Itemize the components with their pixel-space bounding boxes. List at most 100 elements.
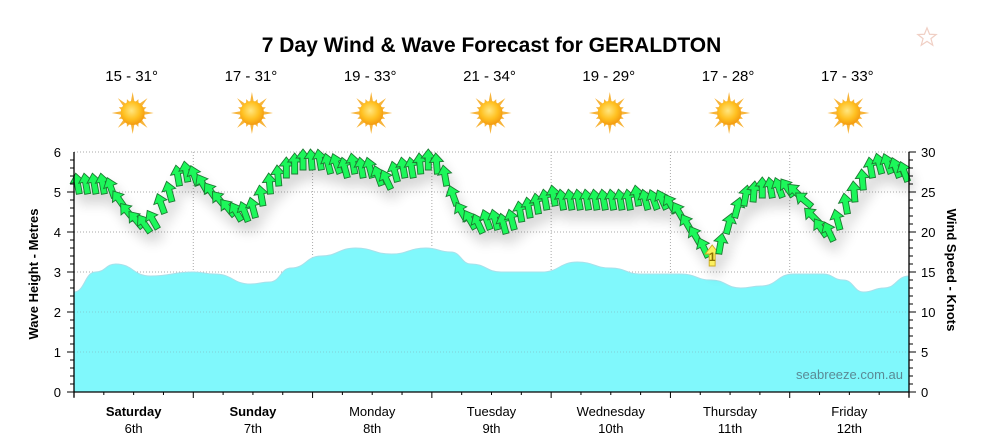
x-axis-day-date: 11th (718, 421, 742, 436)
y2-axis-tick-label: 15 (921, 265, 935, 280)
credit-text: seabreeze.com.au (796, 367, 903, 382)
wind-arrow-shape (244, 196, 261, 219)
wind-arrow-shape (161, 180, 177, 203)
x-axis-day-date: 8th (363, 421, 381, 436)
sun-ray (607, 123, 612, 134)
sun-ray (230, 111, 242, 115)
y-axis-tick-label: 1 (54, 345, 61, 360)
wind-arrow-shape (712, 232, 729, 255)
star-outline-icon[interactable] (916, 26, 938, 53)
x-axis-day-name: Saturday (106, 404, 162, 419)
y2-axis-title: Wind Speed - Knots (944, 209, 959, 332)
sun-ray (501, 111, 512, 115)
sun-ray (859, 111, 870, 115)
wind-arrow-label: 1 (709, 250, 716, 264)
x-axis-day-date: 7th (244, 421, 262, 436)
y2-axis-tick-label: 25 (921, 185, 935, 200)
sun-ray (727, 123, 731, 134)
wind-arrow-shape (378, 169, 395, 191)
sun-ray (739, 111, 751, 115)
day-temperature-range: 19 - 33° (343, 68, 397, 85)
sun-ray (350, 111, 361, 115)
sun-icon (827, 92, 870, 134)
sun-ray (111, 111, 122, 115)
sun-icon (708, 92, 751, 134)
y-axis-tick-label: 5 (54, 185, 61, 200)
x-axis-day-name: Tuesday (467, 404, 517, 419)
wave-height-area (73, 247, 910, 393)
wind-arrow (721, 212, 737, 235)
sun-disc (120, 101, 145, 125)
x-axis-day-name: Wednesday (577, 404, 646, 419)
x-axis-day-name: Monday (349, 404, 396, 419)
y2-axis-tick-label: 0 (921, 385, 928, 400)
sun-ray (262, 111, 273, 115)
y2-axis-tick-label: 20 (921, 225, 935, 240)
sun-disc (836, 101, 861, 125)
sun-ray (588, 111, 599, 115)
wind-arrow (795, 192, 815, 210)
wind-arrow-shape (829, 208, 845, 231)
sun-ray (250, 123, 254, 134)
wind-arrow-shape (503, 208, 520, 231)
y-axis-tick-label: 2 (54, 305, 61, 320)
x-axis-day-date: 10th (598, 421, 623, 436)
wind-arrow (829, 208, 845, 231)
y-axis-tick-label: 0 (54, 385, 61, 400)
sun-ray (488, 92, 493, 103)
wind-arrow (503, 208, 520, 231)
sun-disc (239, 101, 264, 125)
sun-disc (478, 101, 503, 125)
sun-disc (717, 101, 742, 125)
wind-arrow (153, 192, 168, 215)
wind-arrow (244, 196, 261, 219)
wind-arrow (854, 168, 871, 191)
wind-arrow (821, 221, 837, 243)
x-axis-day-name: Friday (831, 404, 868, 419)
sun-ray (130, 123, 135, 134)
sun-icon (230, 92, 273, 134)
sun-ray (846, 123, 851, 134)
day-temperature-range: 19 - 29° (582, 68, 636, 85)
x-axis-day-date: 9th (482, 421, 500, 436)
y2-axis-tick-label: 30 (921, 145, 935, 160)
x-axis-day-date: 12th (837, 421, 862, 436)
sun-ray (620, 111, 631, 115)
chart-title: 7 Day Wind & Wave Forecast for GERALDTON (261, 34, 722, 57)
y-axis-tick-label: 4 (54, 225, 61, 240)
y-axis-title: Wave Height - Metres (26, 209, 41, 340)
sun-ray (727, 92, 731, 103)
wind-arrow (161, 180, 177, 203)
sun-icon (111, 92, 154, 134)
x-axis-day-name: Thursday (703, 404, 758, 419)
sun-ray (382, 111, 393, 115)
sun-icon (469, 92, 512, 134)
sun-ray (469, 111, 480, 115)
sun-ray (827, 111, 838, 115)
day-temperature-range: 17 - 31° (224, 68, 278, 85)
wind-arrow-shape (428, 152, 445, 175)
sun-ray (488, 123, 493, 134)
sun-icon (350, 92, 393, 134)
wind-arrow-shape (721, 212, 737, 235)
wind-arrow-shape (436, 164, 453, 187)
sun-ray (708, 111, 719, 115)
day-temperature-range: 21 - 34° (463, 68, 516, 85)
x-axis-day-name: Sunday (229, 404, 277, 419)
wind-arrow-shape (128, 211, 146, 231)
wind-arrows (69, 148, 912, 267)
wind-arrow (378, 169, 395, 191)
wind-arrow (436, 164, 453, 187)
wind-arrow (145, 209, 161, 231)
wind-arrow (712, 232, 729, 255)
y-axis-tick-label: 6 (54, 145, 61, 160)
sun-ray (607, 92, 612, 103)
sun-ray (846, 92, 851, 103)
wind-arrow (428, 152, 445, 175)
wind-arrow-shape (821, 221, 837, 243)
x-axis-day-date: 6th (125, 421, 143, 436)
sun-disc (359, 101, 384, 125)
y-axis-tick-label: 3 (54, 265, 61, 280)
sun-ray (369, 123, 374, 134)
